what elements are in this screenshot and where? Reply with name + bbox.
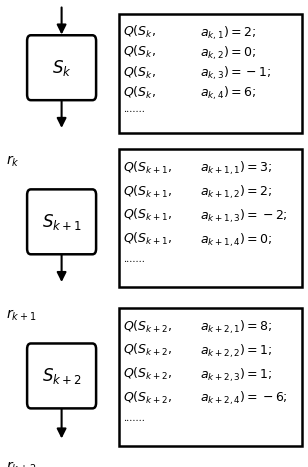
Text: $a_{k,2})=0;$: $a_{k,2})=0;$ [200,44,256,62]
Text: $a_{k+1,1})=3;$: $a_{k+1,1})=3;$ [200,160,273,177]
Text: $a_{k+2,2})=1;$: $a_{k+2,2})=1;$ [200,342,273,360]
Text: $a_{k+2,3})=1;$: $a_{k+2,3})=1;$ [200,366,273,383]
Text: $r_k$: $r_k$ [6,154,20,169]
Text: $Q(S_{k+1},$: $Q(S_{k+1},$ [123,207,172,223]
Text: $S_{k+1}$: $S_{k+1}$ [42,212,82,232]
Text: $a_{k+1,2})=2;$: $a_{k+1,2})=2;$ [200,184,273,201]
Text: $Q(S_k,$: $Q(S_k,$ [123,85,156,100]
Text: $a_{k,1})=2;$: $a_{k,1})=2;$ [200,24,256,42]
Text: $Q(S_k,$: $Q(S_k,$ [123,44,156,60]
Text: $Q(S_{k+2},$: $Q(S_{k+2},$ [123,342,172,358]
Bar [119,308,302,446]
Text: $Q(S_{k+2},$: $Q(S_{k+2},$ [123,390,172,406]
Text: $Q(S_{k+2},$: $Q(S_{k+2},$ [123,366,172,382]
Text: $Q(S_{k+1},$: $Q(S_{k+1},$ [123,231,172,247]
Text: $r_{k+1}$: $r_{k+1}$ [6,308,37,323]
FancyBboxPatch shape [27,35,96,100]
Text: $Q(S_k,$: $Q(S_k,$ [123,24,156,40]
Text: $a_{k,4})=6;$: $a_{k,4})=6;$ [200,85,256,102]
Text: $S_{k+2}$: $S_{k+2}$ [42,366,82,386]
Text: $a_{k+1,4})=0;$: $a_{k+1,4})=0;$ [200,231,273,248]
Text: $Q(S_{k+2},$: $Q(S_{k+2},$ [123,318,172,334]
Text: $a_{k+2,4})=-6;$: $a_{k+2,4})=-6;$ [200,390,288,407]
FancyBboxPatch shape [27,190,96,254]
Text: .......: ....... [123,255,145,264]
Text: $Q(S_{k+1},$: $Q(S_{k+1},$ [123,184,172,199]
Text: .......: ....... [123,105,145,113]
Text: $a_{k+1,3})=-2;$: $a_{k+1,3})=-2;$ [200,207,288,225]
Bar [119,149,302,287]
Text: $r_{k+2}$: $r_{k+2}$ [6,460,37,467]
Bar [119,14,302,133]
Text: $Q(S_k,$: $Q(S_k,$ [123,64,156,80]
Text: $Q(S_{k+1},$: $Q(S_{k+1},$ [123,160,172,176]
Text: $a_{k+2,1})=8;$: $a_{k+2,1})=8;$ [200,318,273,336]
Text: $S_k$: $S_k$ [52,58,71,78]
Text: .......: ....... [123,414,145,423]
FancyBboxPatch shape [27,344,96,408]
Text: $a_{k,3})=-1;$: $a_{k,3})=-1;$ [200,64,272,82]
